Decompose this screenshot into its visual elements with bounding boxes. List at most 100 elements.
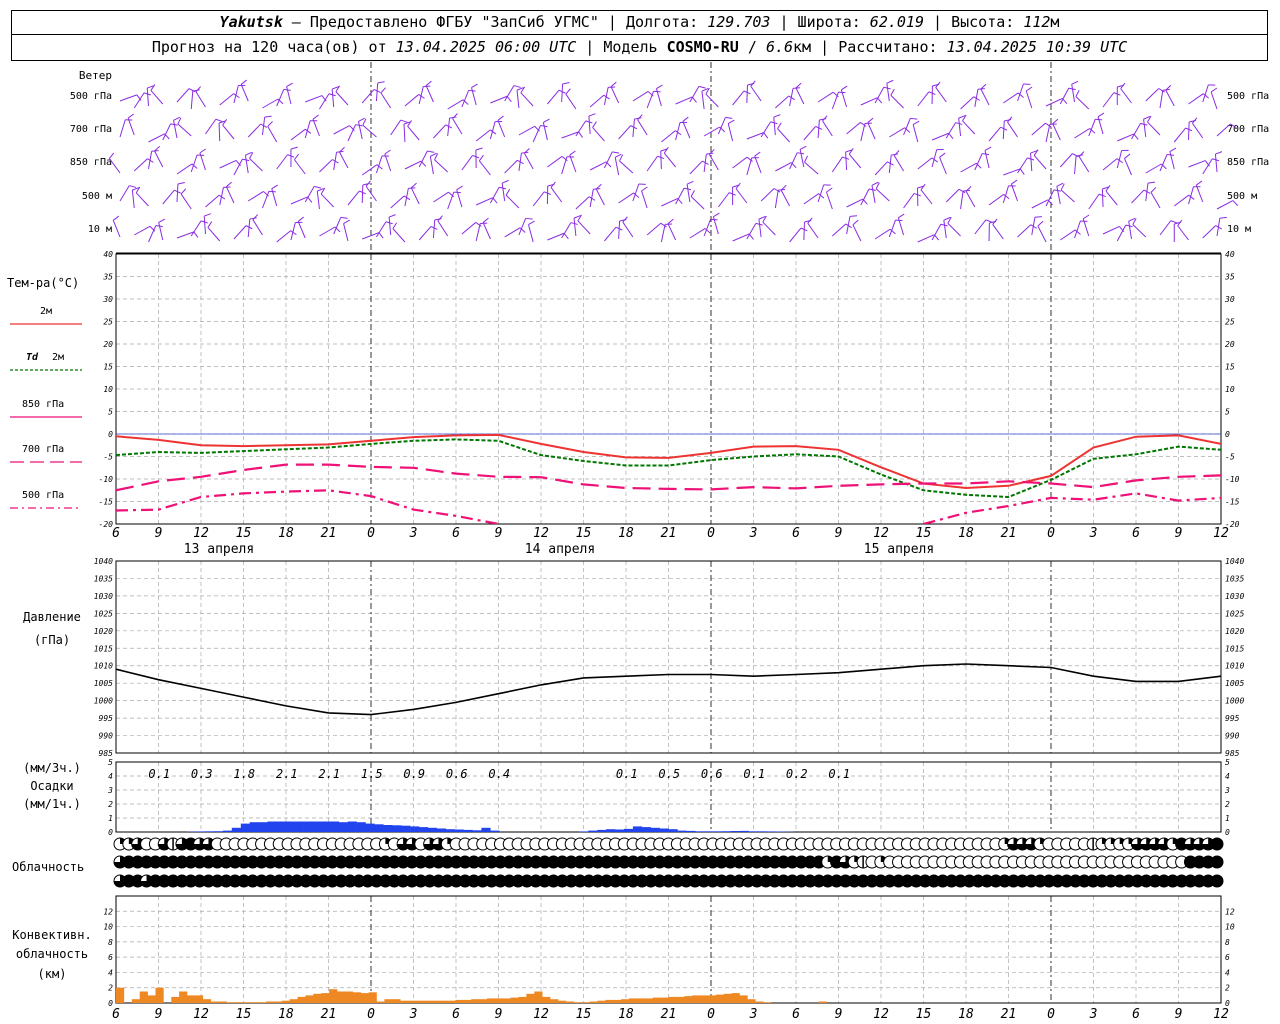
precip-3h-label: 1.8 — [233, 767, 255, 781]
y-tick-label-right: 20 — [1225, 340, 1235, 349]
wind-barb — [682, 121, 691, 139]
wind-barb — [632, 183, 640, 202]
wind-barb — [874, 228, 891, 240]
wind-barb-flag — [686, 180, 694, 185]
y-tick-label-right: 985 — [1225, 749, 1240, 758]
wind-barb — [343, 223, 349, 242]
conv-bar — [558, 1000, 567, 1003]
y-tick-label-left: 25 — [103, 318, 113, 327]
wind-barb — [247, 123, 262, 138]
conv-bar — [668, 996, 677, 1003]
precip-bar — [722, 831, 732, 832]
wind-barb-flag — [804, 155, 808, 163]
wind-barb-flag — [1102, 186, 1110, 190]
wind-barb-flag — [177, 182, 185, 185]
x-tick-label: 3 — [749, 1007, 758, 1022]
wind-barb-flag — [935, 81, 941, 88]
wind-barb — [660, 150, 662, 170]
wind-barb — [504, 159, 518, 174]
precip-bar — [303, 821, 313, 832]
conv-bar — [644, 998, 653, 1003]
conv-bar — [352, 992, 361, 1003]
wind-barb-flag — [407, 120, 412, 127]
y-tick-label-right: -15 — [1225, 498, 1240, 507]
wind-barb — [135, 192, 149, 207]
precip-bar — [615, 829, 625, 832]
wind-barb-flag — [898, 213, 905, 219]
x-tick-label: 18 — [618, 1007, 634, 1022]
wind-barb-flag — [958, 115, 966, 119]
wind-barb — [497, 120, 506, 138]
wind-barb — [482, 222, 491, 240]
wind-barb — [388, 217, 392, 236]
x-tick-label: 3 — [409, 1007, 418, 1022]
wind-barb-flag — [317, 187, 324, 192]
wind-barb-flag — [780, 184, 787, 191]
wind-barb — [276, 89, 285, 107]
precip-bar — [632, 826, 643, 832]
conv-bar — [250, 1002, 259, 1003]
wind-barb-flag — [965, 185, 972, 192]
wind-barb — [775, 95, 790, 109]
wind-barb-flag — [799, 145, 807, 150]
wind-barb — [874, 161, 888, 176]
wind-barb — [146, 88, 149, 107]
conv-bar — [510, 997, 519, 1003]
wind-barb — [618, 192, 634, 204]
cloud-fill — [1184, 838, 1197, 850]
wind-barb — [1102, 92, 1115, 108]
wind-barb-flag — [425, 80, 432, 86]
precip-3h-label: 0.6 — [701, 767, 723, 781]
wind-barb-flag — [852, 219, 859, 226]
wind-barb-flag — [222, 119, 228, 126]
conv-bar — [487, 998, 496, 1003]
wind-barb — [1075, 96, 1090, 110]
wind-barb-flag — [1037, 220, 1044, 227]
x-tick-label: 9 — [155, 526, 163, 541]
wind-barb — [646, 91, 655, 109]
wind-barb — [1082, 218, 1090, 237]
wind-barb — [703, 219, 712, 237]
wind-barb-flag — [112, 215, 120, 221]
wind-barb — [518, 153, 522, 172]
wind-barb — [893, 155, 904, 172]
conv-bar — [392, 999, 401, 1003]
precip-bar — [454, 829, 464, 832]
wind-barb — [686, 184, 691, 203]
wind-barb — [867, 122, 876, 140]
conv-bar — [155, 987, 164, 1003]
wind-barb-flag — [889, 228, 896, 235]
wind-barb — [1088, 193, 1100, 210]
conv-bar — [400, 1000, 409, 1003]
y-tick-label-right: -10 — [1225, 475, 1240, 484]
wind-barb-flag — [204, 213, 211, 217]
wind-barb — [1002, 120, 1005, 140]
wind-barb — [262, 98, 279, 109]
wind-barb-flag — [758, 215, 766, 220]
precip-bar — [196, 831, 206, 832]
wind-barb — [750, 85, 762, 102]
wind-barb — [490, 95, 508, 104]
wind-barb — [425, 85, 434, 103]
alt-unit: м — [1050, 13, 1060, 31]
wind-barb-flag — [691, 96, 697, 103]
wind-barb-flag — [434, 218, 442, 221]
wind-barb — [290, 196, 308, 205]
wind-barb — [1202, 225, 1217, 239]
wind-level-label-right: 10 м — [1227, 224, 1251, 235]
wind-barb — [447, 191, 455, 210]
wind-barb — [1060, 229, 1076, 241]
wind-barb — [461, 155, 473, 171]
conv-bar — [147, 995, 156, 1003]
wind-barb — [471, 87, 477, 106]
wind-barb — [689, 160, 703, 175]
wind-barb — [219, 159, 237, 169]
wind-barb — [660, 224, 666, 243]
wind-barb-flag — [340, 216, 348, 219]
wind-barb — [547, 89, 560, 105]
wind-barb — [429, 156, 434, 175]
wind-barb — [875, 188, 890, 202]
wind-barb — [1188, 186, 1194, 205]
wind-barb — [437, 220, 449, 237]
x-tick-label: 12 — [193, 526, 209, 541]
